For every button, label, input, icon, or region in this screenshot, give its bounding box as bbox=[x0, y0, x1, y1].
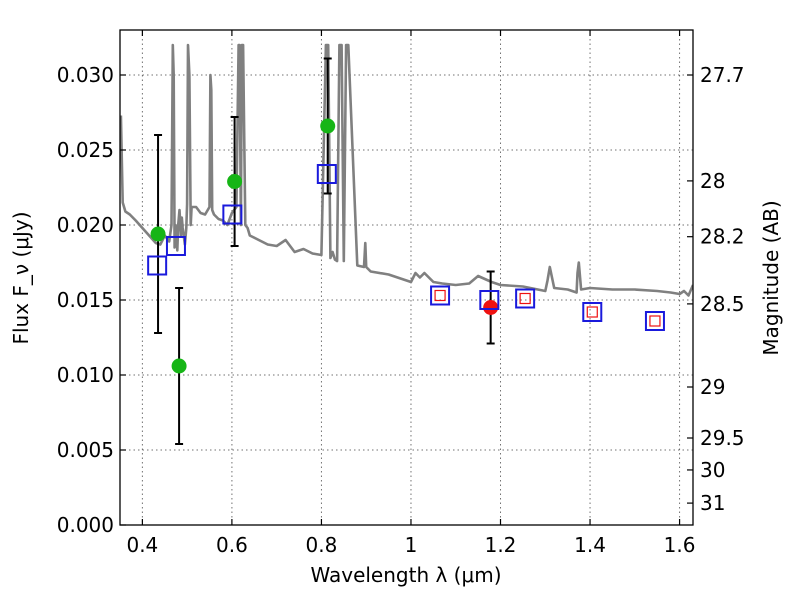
y-tick-label: 0.010 bbox=[57, 363, 114, 387]
tick-labels: 0.4 0.6 0.8 1 1.2 1.4 1.6 0.000 0.005 0.010 0.015 0… bbox=[57, 63, 745, 557]
y-tick-label: 0.005 bbox=[57, 438, 114, 462]
y-tick-label: 0.025 bbox=[57, 138, 114, 162]
model-point-red bbox=[519, 292, 531, 305]
x-tick-label: 1.6 bbox=[664, 533, 696, 557]
y2-axis-label: Magnitude (AB) bbox=[759, 200, 783, 355]
x-tick-label: 0.8 bbox=[306, 533, 338, 557]
y2-tick-label: 28.5 bbox=[700, 292, 745, 316]
model-point-blue bbox=[582, 302, 603, 322]
x-tick-label: 1 bbox=[405, 533, 418, 557]
model-point-blue bbox=[479, 290, 500, 310]
model-point-blue bbox=[430, 285, 451, 306]
y2-tick-label: 27.7 bbox=[700, 63, 745, 87]
ticks bbox=[120, 30, 693, 526]
x-tick-label: 1.2 bbox=[485, 533, 517, 557]
grid bbox=[120, 30, 693, 526]
data-point bbox=[227, 174, 243, 189]
x-tick-label: 0.4 bbox=[126, 533, 158, 557]
y2-tick-label: 29.5 bbox=[700, 426, 745, 450]
y-tick-label: 0.000 bbox=[57, 513, 114, 537]
sed-model-line bbox=[120, 43, 693, 297]
model-point-blue bbox=[165, 236, 186, 256]
model-point-blue bbox=[515, 288, 536, 309]
model-point-blue bbox=[316, 164, 337, 184]
x-tick-label: 0.6 bbox=[216, 533, 248, 557]
model-point-blue bbox=[222, 204, 243, 225]
y2-tick-label: 30 bbox=[700, 458, 725, 482]
model-point-red bbox=[586, 306, 598, 318]
y2-tick-label: 28.2 bbox=[700, 225, 745, 249]
y2-tick-label: 31 bbox=[700, 491, 725, 515]
plot-frame bbox=[119, 29, 694, 526]
model-point-blue bbox=[644, 311, 665, 331]
y-tick-label: 0.015 bbox=[57, 288, 114, 312]
data-point bbox=[320, 118, 336, 134]
data-point bbox=[150, 226, 166, 242]
model-point-red bbox=[649, 315, 661, 327]
model-point-red bbox=[434, 289, 446, 302]
model-point-blue bbox=[147, 255, 168, 276]
y-tick-label: 0.030 bbox=[57, 63, 114, 87]
data-point bbox=[171, 358, 187, 374]
x-tick-label: 1.4 bbox=[574, 533, 606, 557]
y-axis-label: Flux F_ν (μJy) bbox=[9, 211, 33, 344]
y2-tick-label: 28 bbox=[700, 169, 725, 193]
data-point bbox=[483, 300, 499, 315]
y-tick-label: 0.020 bbox=[57, 213, 114, 237]
y2-tick-label: 29 bbox=[700, 375, 725, 399]
x-axis-label: Wavelength λ (μm) bbox=[310, 563, 501, 587]
plot-area bbox=[120, 43, 693, 445]
